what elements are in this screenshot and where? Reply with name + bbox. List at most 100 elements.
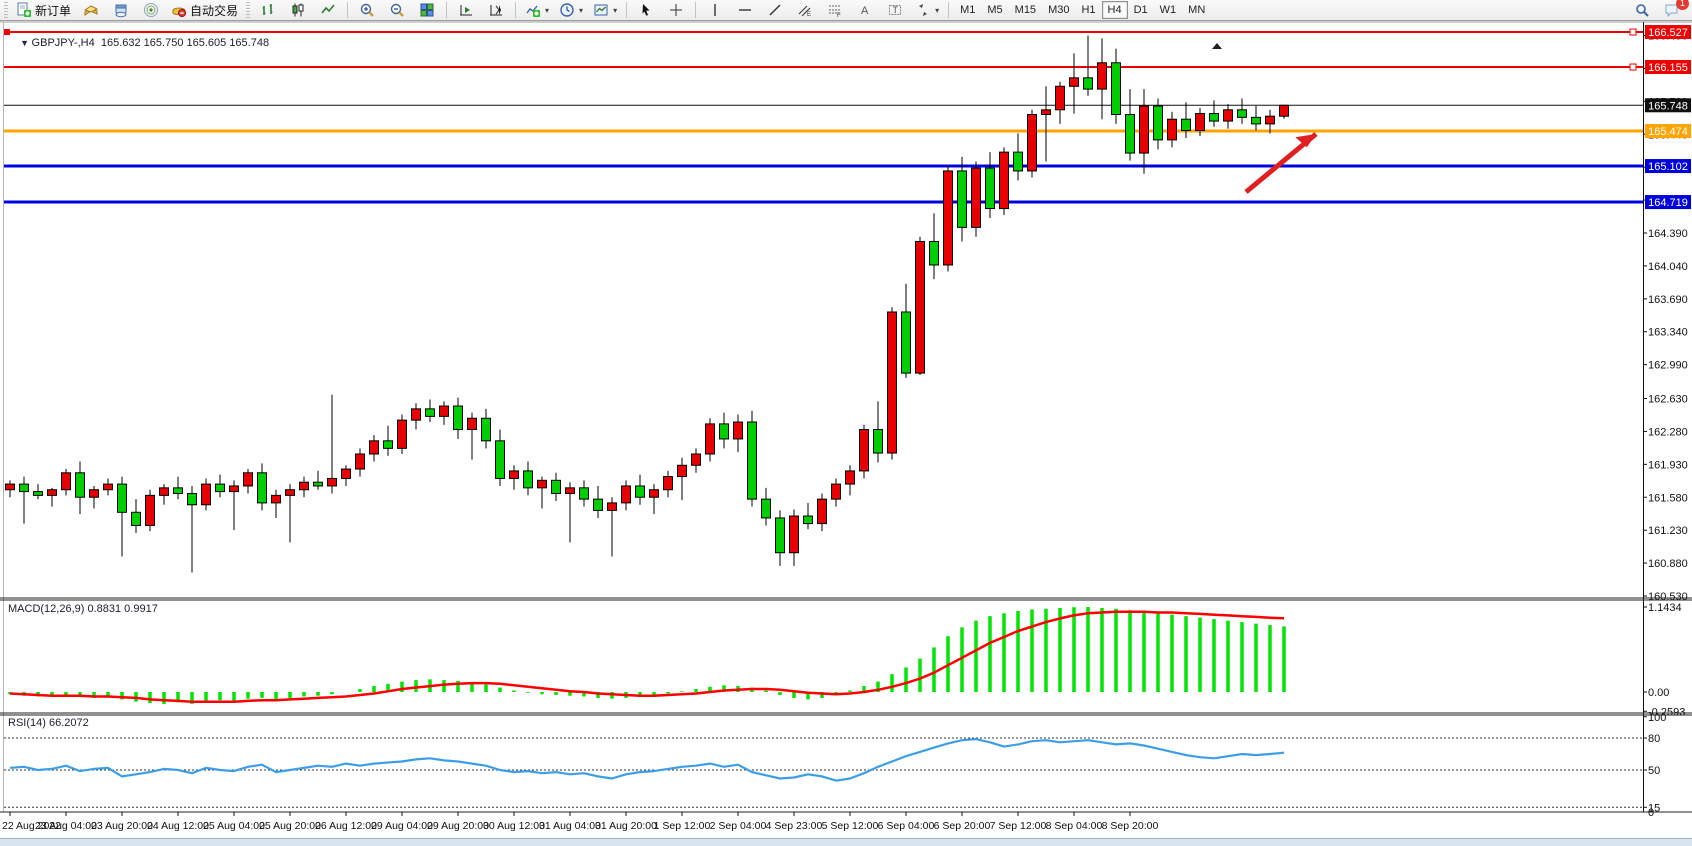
- time-tick-label: 30 Aug 12:00: [483, 820, 545, 832]
- candle: [187, 485, 197, 573]
- time-tick-label: 5 Sep 12:00: [822, 820, 879, 832]
- trendline-tool-button[interactable]: [761, 0, 789, 21]
- symbol-dropdown-icon[interactable]: ▼: [20, 38, 32, 48]
- rsi-axis-label: 15: [1648, 802, 1660, 814]
- zoom-in-button[interactable]: [353, 0, 381, 21]
- trendline-icon: [769, 4, 781, 16]
- zoom-out-button[interactable]: [383, 0, 411, 21]
- crosshair-icon: [670, 4, 683, 16]
- chart-shift-button[interactable]: [482, 0, 510, 21]
- candle: [775, 510, 785, 566]
- line-chart-button[interactable]: [314, 0, 342, 21]
- chart-canvas[interactable]: 166.490166.140165.790165.440165.090164.7…: [0, 21, 1692, 838]
- toolbar-grip[interactable]: [246, 2, 251, 18]
- price-tick-label: 164.040: [1648, 261, 1688, 273]
- line-chart-icon: [321, 4, 335, 14]
- candle: [859, 424, 869, 479]
- candle: [593, 485, 603, 518]
- price-tick-label: 162.280: [1648, 426, 1688, 438]
- new-order-label: 新订单: [35, 3, 72, 18]
- price-badges: 166.527 166.155 165.748 165.474 165.102 164.7…: [1645, 25, 1691, 210]
- trend-arrow-annotation[interactable]: [1244, 129, 1319, 194]
- candle: [1069, 53, 1079, 114]
- marketwatch-icon: [83, 5, 99, 16]
- candle: [201, 478, 211, 511]
- data-window-button[interactable]: [107, 0, 135, 21]
- candle: [957, 156, 967, 242]
- candle: [719, 412, 729, 449]
- candle: [929, 213, 939, 280]
- candle: [19, 476, 29, 524]
- templates-button[interactable]: ▾: [589, 0, 621, 21]
- horizontal-line-icon: [739, 9, 752, 11]
- periods-button[interactable]: ▾: [555, 0, 587, 21]
- candle: [215, 474, 225, 498]
- text-label-tool-button[interactable]: T: [881, 0, 909, 21]
- zoom-in-icon: [360, 3, 374, 17]
- crosshair-tool-button[interactable]: [662, 0, 690, 21]
- toolbar-grip[interactable]: [4, 2, 8, 18]
- fibonacci-tool-button[interactable]: F: [821, 0, 849, 21]
- auto-scroll-button[interactable]: [452, 0, 480, 21]
- time-tick-label: 23 Aug 20:00: [91, 820, 153, 832]
- timeframe-d1[interactable]: D1: [1133, 4, 1148, 16]
- search-button[interactable]: [1628, 0, 1656, 21]
- arrows-tool-button[interactable]: ▾: [911, 0, 943, 21]
- timeframe-h4[interactable]: H4: [1101, 1, 1128, 19]
- line-handle: [1629, 28, 1637, 36]
- timeframe-w1[interactable]: W1: [1159, 4, 1177, 16]
- line-handle[interactable]: [4, 29, 10, 36]
- time-tick-label: 31 Aug 20:00: [595, 820, 657, 832]
- text-tool-button[interactable]: A: [851, 0, 879, 21]
- chart-shift-marker[interactable]: [1212, 43, 1222, 49]
- level-lines[interactable]: [4, 28, 1643, 204]
- candle: [985, 152, 995, 218]
- timeframe-m1[interactable]: M1: [960, 4, 976, 16]
- toolbar: 新订单 自动交易: [0, 0, 1692, 21]
- candlestick-chart-button[interactable]: [284, 0, 312, 21]
- timeframe-m30[interactable]: M30: [1048, 4, 1070, 16]
- notifications-button[interactable]: 1: [1658, 0, 1689, 21]
- candle: [1041, 86, 1051, 162]
- marketwatch-button[interactable]: [77, 0, 105, 21]
- price-badge-label: 165.474: [1648, 126, 1688, 138]
- rsi-axis-label: 100: [1648, 712, 1666, 724]
- candle: [117, 476, 127, 557]
- cursor-tool-button[interactable]: [632, 0, 660, 21]
- candle: [649, 484, 659, 515]
- timeframe-h1[interactable]: H1: [1081, 4, 1096, 16]
- vertical-line-tool-button[interactable]: [701, 0, 729, 21]
- candle: [159, 484, 169, 505]
- new-order-button[interactable]: 新订单: [12, 0, 75, 21]
- candle: [677, 457, 687, 501]
- fibonacci-icon: F: [829, 5, 841, 18]
- timeframe-m15[interactable]: M15: [1014, 4, 1037, 16]
- indicators-button[interactable]: ▾: [521, 0, 553, 21]
- bar-chart-button[interactable]: [254, 0, 282, 21]
- candle: [1223, 104, 1233, 129]
- candle: [873, 401, 883, 463]
- candle: [1111, 48, 1121, 124]
- candle: [61, 469, 71, 496]
- candle: [89, 485, 99, 509]
- equidistant-channel-tool-button[interactable]: E: [791, 0, 819, 21]
- notification-count-badge: 1: [1676, 0, 1689, 10]
- candle: [761, 487, 771, 526]
- price-tick-label: 163.690: [1648, 294, 1688, 306]
- candle: [1251, 106, 1261, 131]
- navigator-button[interactable]: [137, 0, 165, 21]
- candle: [1055, 81, 1065, 124]
- timeframe-mn[interactable]: MN: [1188, 4, 1206, 16]
- candle: [607, 497, 617, 557]
- toolbar-separator: [626, 2, 628, 18]
- autotrading-button[interactable]: 自动交易: [167, 0, 242, 21]
- candle: [75, 461, 85, 515]
- timeframe-m5[interactable]: M5: [987, 4, 1003, 16]
- candle: [173, 476, 183, 500]
- tile-windows-button[interactable]: [413, 0, 441, 21]
- horizontal-line-tool-button[interactable]: [731, 0, 759, 21]
- candlestick-chart-icon: [292, 3, 304, 17]
- candle: [1139, 89, 1149, 174]
- time-tick-label: 25 Aug 04:00: [203, 820, 265, 832]
